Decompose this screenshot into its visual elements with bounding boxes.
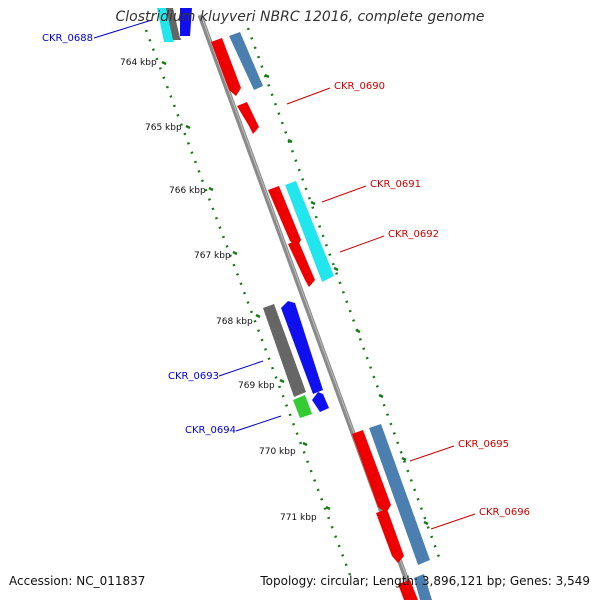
tick-label: 771 kbp: [280, 513, 317, 523]
leader-ckr-0694: [235, 415, 282, 432]
tick-marks-outer: [264, 73, 429, 526]
gene-label-ckr-0695[interactable]: CKR_0695: [458, 439, 509, 450]
map-title: Clostridium kluyveri NBRC 12016, complet…: [115, 9, 485, 25]
tick-label: 765 kbp: [145, 123, 182, 133]
gene-label-ckr-0692[interactable]: CKR_0692: [388, 229, 439, 240]
tick-label: 769 kbp: [238, 381, 275, 391]
leader-ckr-0695: [409, 445, 455, 462]
gene-label-ckr-0696[interactable]: CKR_0696: [479, 507, 530, 518]
accession-label: Accession: NC_011837: [9, 574, 146, 588]
gene-label-ckr-0690[interactable]: CKR_0690: [334, 81, 385, 92]
tick-label: 768 kbp: [216, 317, 253, 327]
tick-label: 767 kbp: [194, 251, 231, 261]
genome-summary: Topology: circular; Length: 3,896,121 bp…: [260, 574, 590, 588]
tick-marks-inner: [161, 60, 331, 511]
tick-label: 764 kbp: [120, 58, 157, 68]
leader-ckr-0690: [286, 87, 331, 105]
leader-ckr-0691: [321, 185, 367, 203]
gene-block-ckr-0688[interactable]: [157, 8, 192, 42]
gene-block-ckr-0691-0692[interactable]: [268, 181, 334, 287]
gene-label-ckr-0688[interactable]: CKR_0688: [42, 33, 93, 44]
tick-label: 766 kbp: [169, 186, 206, 196]
leader-ckr-0696: [430, 513, 476, 530]
gene-block-ckr-0695-0696[interactable]: [352, 424, 432, 600]
leader-ckr-0693: [218, 360, 264, 377]
leader-ckr-0688: [93, 19, 153, 39]
tick-label: 770 kbp: [259, 447, 296, 457]
leader-ckr-0692: [339, 235, 385, 253]
gene-block-ckr-0693-0694[interactable]: [263, 301, 329, 418]
tick-track-outer: [246, 27, 442, 561]
tick-track-inner: [144, 29, 352, 576]
gene-label-ckr-0693[interactable]: CKR_0693: [168, 371, 219, 382]
gene-label-ckr-0691[interactable]: CKR_0691: [370, 179, 421, 190]
gene-label-ckr-0694[interactable]: CKR_0694: [185, 425, 236, 436]
gene-block-ckr-0690[interactable]: [211, 32, 263, 134]
